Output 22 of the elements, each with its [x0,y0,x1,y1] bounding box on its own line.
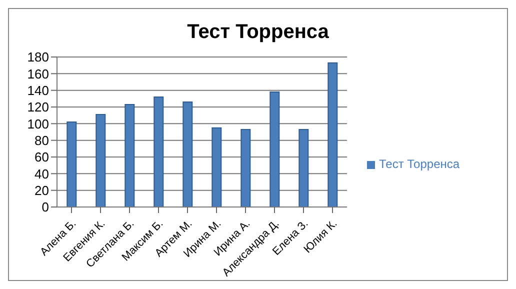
y-tick-label: 180 [27,50,49,65]
y-tick-label: 100 [27,116,49,132]
bar [96,114,106,207]
bar [212,127,222,207]
y-tick-label: 20 [34,182,49,198]
y-tick-label: 160 [27,66,49,82]
legend-label: Тест Торренса [379,157,460,171]
y-tick-label: 80 [34,132,49,148]
y-tick-label: 60 [34,150,49,165]
bar [328,62,338,207]
bar [154,96,164,207]
y-tick-label: 120 [27,100,49,115]
bar [298,129,309,207]
bar [124,104,135,207]
bar [240,129,251,207]
bar [66,122,77,207]
bar [182,102,193,207]
y-tick-label: 140 [27,82,49,98]
bar [270,92,280,207]
y-tick-label: 0 [42,200,49,215]
y-tick-label: 40 [34,166,49,182]
chart-title: Тест Торренса [186,21,330,45]
